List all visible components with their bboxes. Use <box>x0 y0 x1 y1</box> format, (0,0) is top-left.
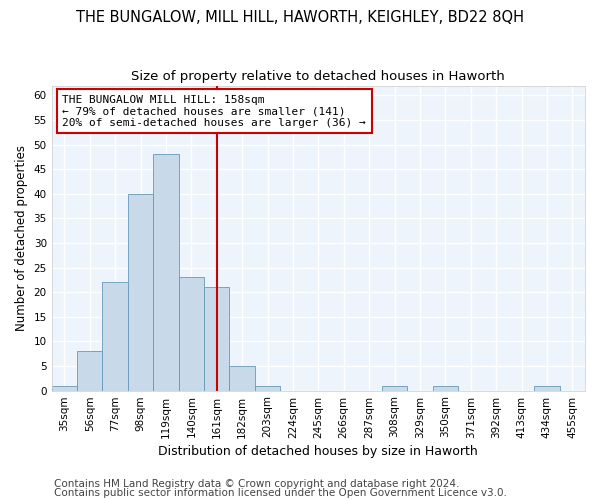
Bar <box>179 278 204 390</box>
Bar <box>128 194 153 390</box>
Text: THE BUNGALOW, MILL HILL, HAWORTH, KEIGHLEY, BD22 8QH: THE BUNGALOW, MILL HILL, HAWORTH, KEIGHL… <box>76 10 524 25</box>
Bar <box>433 386 458 390</box>
Text: Contains HM Land Registry data © Crown copyright and database right 2024.: Contains HM Land Registry data © Crown c… <box>54 479 460 489</box>
Bar <box>103 282 128 391</box>
Text: THE BUNGALOW MILL HILL: 158sqm
← 79% of detached houses are smaller (141)
20% of: THE BUNGALOW MILL HILL: 158sqm ← 79% of … <box>62 94 366 128</box>
Bar <box>229 366 255 390</box>
Bar <box>382 386 407 390</box>
Bar <box>255 386 280 390</box>
Bar <box>77 351 103 391</box>
X-axis label: Distribution of detached houses by size in Haworth: Distribution of detached houses by size … <box>158 444 478 458</box>
Bar <box>534 386 560 390</box>
Title: Size of property relative to detached houses in Haworth: Size of property relative to detached ho… <box>131 70 505 83</box>
Bar <box>52 386 77 390</box>
Bar <box>153 154 179 390</box>
Text: Contains public sector information licensed under the Open Government Licence v3: Contains public sector information licen… <box>54 488 507 498</box>
Bar <box>204 288 229 391</box>
Y-axis label: Number of detached properties: Number of detached properties <box>15 145 28 331</box>
